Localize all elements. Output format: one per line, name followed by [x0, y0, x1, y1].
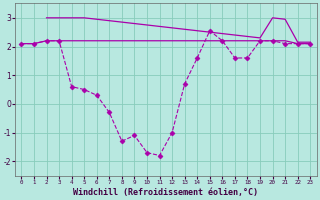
- X-axis label: Windchill (Refroidissement éolien,°C): Windchill (Refroidissement éolien,°C): [73, 188, 258, 197]
